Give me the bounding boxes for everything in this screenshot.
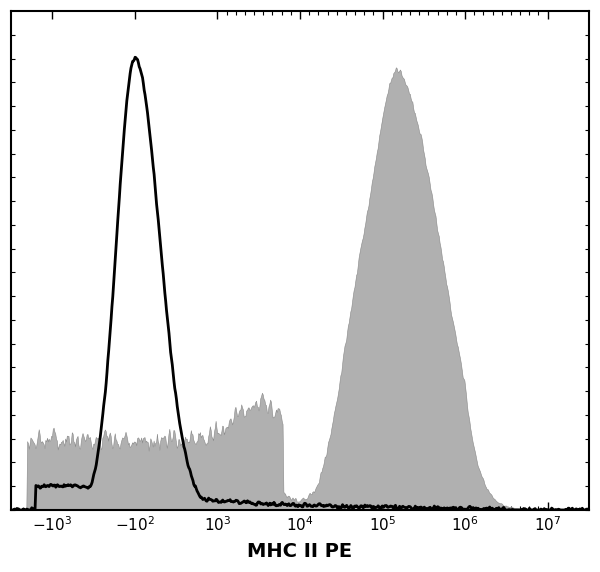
- X-axis label: MHC II PE: MHC II PE: [247, 542, 353, 561]
